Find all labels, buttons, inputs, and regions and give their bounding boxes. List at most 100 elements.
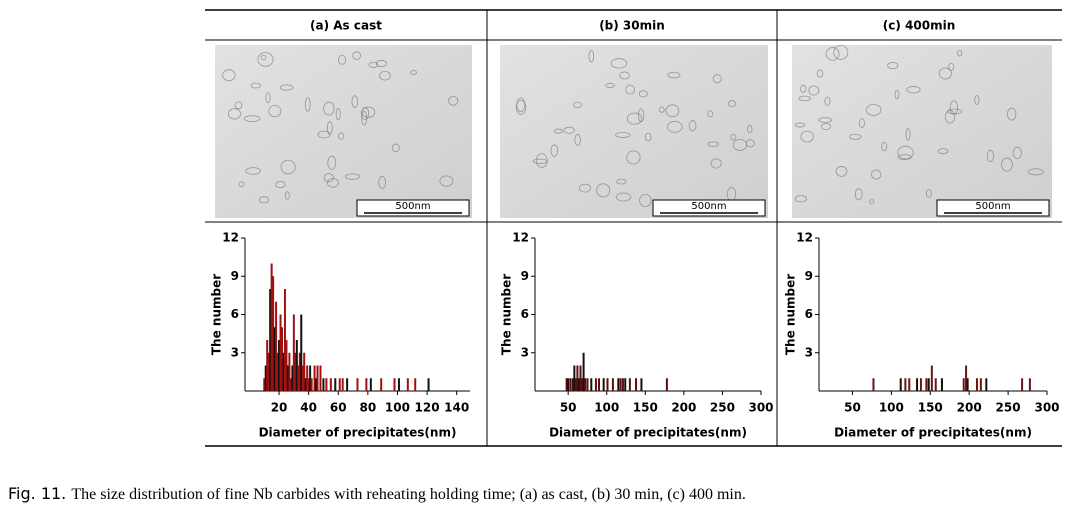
bar [309, 365, 312, 391]
texture [275, 181, 286, 189]
bar [288, 352, 291, 391]
bar [285, 340, 288, 391]
texture [574, 133, 581, 146]
texture [304, 97, 311, 112]
bar [598, 378, 601, 391]
texture [625, 84, 635, 95]
texture [1006, 107, 1017, 121]
bar [301, 365, 304, 391]
caption-text: The size distribution of fine Nb carbide… [71, 486, 746, 503]
x-tick-label: 300 [1034, 401, 1059, 415]
bar [934, 378, 937, 391]
scale-label: 500nm [691, 201, 726, 212]
texture [327, 178, 339, 188]
texture [515, 100, 527, 115]
texture [1001, 157, 1013, 172]
x-axis-label: Diameter of precipitates(nm) [259, 426, 457, 440]
texture [317, 130, 331, 139]
texture [563, 126, 575, 134]
texture [222, 69, 236, 82]
x-tick-label: 40 [300, 401, 317, 415]
texture [887, 61, 899, 70]
texture [337, 54, 347, 65]
bar [569, 378, 572, 391]
bar [286, 365, 289, 391]
bar [294, 352, 297, 391]
bar [611, 378, 614, 391]
texture [798, 95, 811, 102]
bar [916, 378, 919, 391]
texture [869, 199, 875, 205]
texture [986, 149, 994, 162]
x-tick-label: 150 [918, 401, 943, 415]
micrograph [215, 45, 472, 218]
scale-label: 500nm [395, 201, 430, 212]
x-tick-label: 100 [879, 401, 904, 415]
texture [925, 189, 932, 198]
bar [925, 378, 928, 391]
bar [334, 378, 337, 391]
bar [304, 378, 307, 391]
texture [352, 51, 361, 60]
y-tick-label: 9 [231, 269, 239, 283]
texture [616, 178, 627, 185]
y-tick-label: 9 [805, 269, 813, 283]
panel-title: (a) As cast [310, 19, 382, 33]
bar [346, 378, 349, 391]
texture [949, 100, 959, 115]
texture [858, 118, 865, 128]
texture [824, 96, 831, 106]
y-tick-label: 12 [222, 231, 239, 245]
bar [577, 378, 580, 391]
x-tick-label: 200 [671, 401, 696, 415]
bar [1028, 378, 1031, 391]
texture [535, 153, 548, 168]
x-tick-label: 50 [560, 401, 577, 415]
y-tick-label: 6 [521, 307, 529, 321]
bar [281, 327, 284, 391]
bar [316, 365, 319, 391]
x-tick-label: 250 [710, 401, 735, 415]
y-axis-label: The number [210, 274, 224, 355]
bar [571, 378, 574, 391]
bar [282, 352, 285, 391]
texture [808, 85, 820, 96]
texture [865, 104, 882, 116]
bar [264, 365, 267, 391]
texture [894, 89, 900, 100]
texture [871, 169, 882, 180]
texture [667, 71, 681, 79]
caption-label: Fig. 11. [8, 484, 67, 503]
bar [930, 365, 933, 391]
texture [391, 143, 400, 153]
texture [712, 74, 722, 84]
texture [938, 67, 952, 80]
texture [897, 145, 914, 160]
texture [658, 106, 665, 113]
texture [665, 104, 680, 118]
texture [284, 191, 290, 200]
texture [448, 95, 459, 106]
bar [621, 378, 624, 391]
texture [605, 82, 615, 89]
y-tick-label: 12 [796, 231, 813, 245]
y-tick-label: 6 [231, 307, 239, 321]
texture [947, 108, 963, 115]
texture [615, 192, 632, 202]
texture [243, 115, 261, 122]
bar [297, 365, 300, 391]
texture [573, 101, 582, 109]
bar [427, 378, 430, 391]
bar [573, 365, 576, 391]
texture [794, 195, 808, 203]
x-tick-label: 20 [271, 401, 288, 415]
texture [730, 134, 737, 141]
bar [979, 378, 982, 391]
texture [881, 141, 888, 152]
bar [295, 340, 298, 391]
texture [615, 132, 631, 138]
bar [325, 378, 328, 391]
texture [626, 150, 641, 165]
bar [606, 378, 609, 391]
texture [260, 55, 267, 61]
